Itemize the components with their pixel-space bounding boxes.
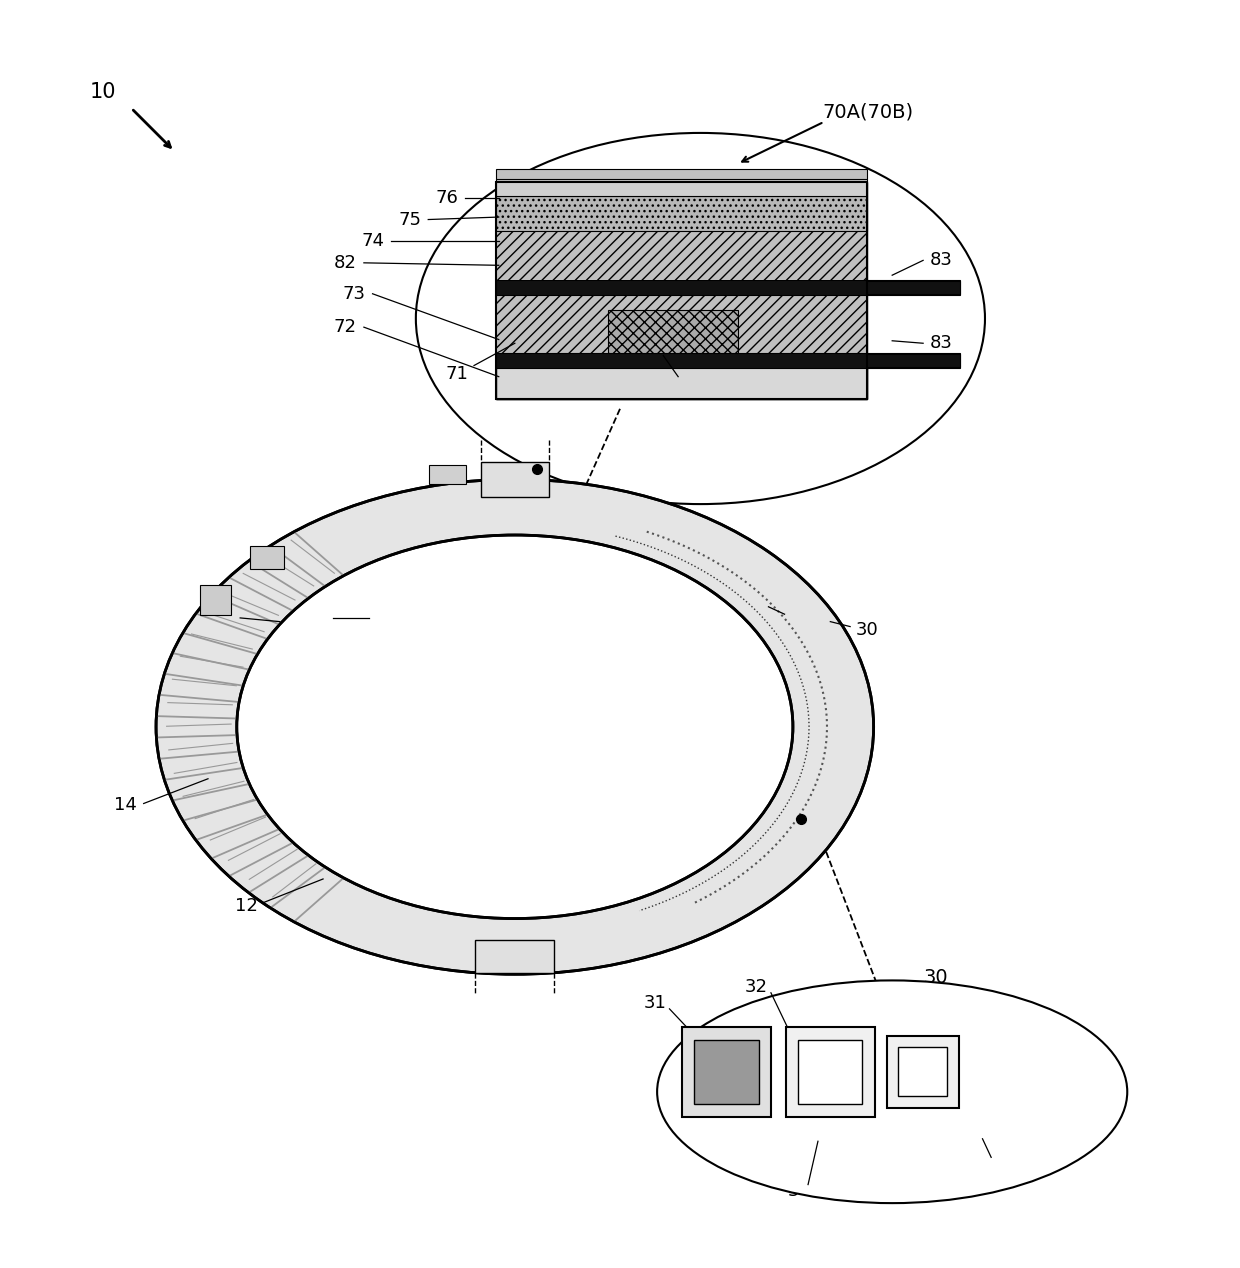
Bar [898,1047,947,1097]
Text: 36: 36 [988,1155,1012,1173]
Bar [786,1027,875,1117]
Bar [682,1027,771,1117]
Text: 76: 76 [435,189,459,208]
Bar [608,309,738,354]
Text: 73: 73 [342,285,366,303]
Text: 14: 14 [114,796,136,814]
Bar [200,585,231,615]
Text: 10: 10 [89,82,117,103]
Text: 75: 75 [398,210,422,228]
Text: 70A: 70A [476,701,511,720]
Bar [496,280,960,295]
Text: 74: 74 [361,232,384,250]
Text: 80: 80 [686,375,708,393]
Text: 31: 31 [644,994,666,1012]
Bar [481,462,549,497]
Ellipse shape [156,479,874,974]
Bar [496,183,868,399]
Text: 12: 12 [210,609,233,626]
Bar [496,179,868,197]
Ellipse shape [657,980,1127,1203]
Bar [496,368,868,399]
Text: 12: 12 [234,898,258,915]
Bar [799,1040,863,1104]
Ellipse shape [237,535,792,918]
Bar [868,354,960,366]
Bar [496,231,868,280]
Bar [496,303,868,354]
Bar [888,1036,959,1108]
Text: 30: 30 [923,969,947,988]
Text: 83: 83 [930,251,954,269]
Bar [496,295,868,309]
Text: 70B: 70B [410,924,445,942]
Bar [496,183,868,399]
Text: 30: 30 [856,621,879,639]
Text: 72: 72 [334,318,357,336]
Bar [475,940,554,973]
Text: 18: 18 [304,609,327,626]
Text: 83: 83 [930,335,954,353]
Bar [429,464,466,484]
Text: 71: 71 [445,365,469,383]
Bar [249,547,284,569]
Bar [868,281,960,294]
Bar [694,1040,759,1104]
Text: 34: 34 [787,1182,811,1200]
Text: 32: 32 [744,978,768,995]
Text: 20: 20 [553,924,575,942]
Bar [496,354,960,368]
Text: 16: 16 [758,609,780,626]
Bar [496,197,868,231]
Bar [496,169,868,179]
Text: 82: 82 [334,254,357,271]
Text: 70A(70B): 70A(70B) [822,103,913,122]
